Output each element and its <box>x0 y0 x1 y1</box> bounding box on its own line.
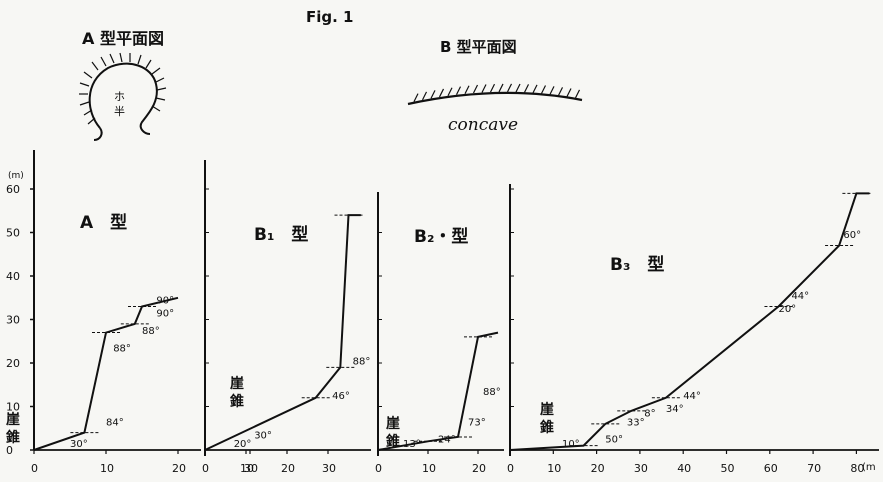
x-tick-label: 20 <box>472 462 486 475</box>
y-axis: (m) 0 10 20 30 40 50 60 <box>6 150 35 457</box>
talus-label: 錐 <box>540 419 554 436</box>
slope-angle-label: 34° <box>666 404 684 415</box>
figure-title: Fig. 1 <box>306 8 353 26</box>
talus-label: 錐 <box>386 433 400 450</box>
slope-angle-label: 33° <box>627 417 645 428</box>
panel-label: A 型 <box>80 212 127 233</box>
plan-a-inner-top: ホ <box>114 90 125 103</box>
panel-label: B₂・型 <box>414 226 468 247</box>
slope-angle-label: 88° <box>353 356 371 367</box>
slope-angle-label: 20° <box>778 304 796 315</box>
slope-angle-label: 30° <box>254 430 272 441</box>
x-tick-label: 0 <box>31 462 38 475</box>
plan-b-caption: concave <box>448 115 518 135</box>
slope-angle-label: 88° <box>483 387 501 398</box>
talus-label: 崖 <box>386 415 400 432</box>
y-tick-label: 20 <box>6 357 20 370</box>
talus-label: 錐 <box>230 393 244 410</box>
slope-angle-label: 10° <box>562 439 580 450</box>
plan-a-sketch: ホ 半 <box>79 52 167 141</box>
talus-label: 崖 <box>6 411 20 428</box>
talus-label: 崖 <box>540 401 554 418</box>
x-axis-unit: (m <box>862 462 876 473</box>
profile-panels: 0 10 20 30A 型崖錐 30°84°88°88°90°90°0 10 20 30B₁ … <box>6 160 879 475</box>
x-tick-label: 10 <box>422 462 436 475</box>
panel-label: B₁ 型 <box>254 224 308 245</box>
slope-angle-label: 90° <box>156 295 174 306</box>
plan-b-title: B 型平面図 <box>440 38 517 56</box>
slope-angle-label: 8° <box>644 409 655 420</box>
talus-label: 崖 <box>230 375 244 392</box>
x-tick-label: 20 <box>281 462 295 475</box>
x-tick-label: 30 <box>322 462 336 475</box>
x-tick-label: 30 <box>244 462 258 475</box>
x-tick-label: 10 <box>100 462 114 475</box>
y-tick-label: 10 <box>6 401 20 414</box>
slope-angle-label: 20° <box>234 439 252 450</box>
plan-b-sketch: concave <box>407 83 583 135</box>
x-tick-label: 70 <box>807 462 821 475</box>
slope-profile-line <box>377 331 499 451</box>
slope-profile-line <box>33 296 179 451</box>
slope-profile-line <box>509 192 870 451</box>
x-tick-label: 60 <box>764 462 778 475</box>
x-tick-label: 20 <box>591 462 605 475</box>
slope-angle-label: 73° <box>468 417 486 428</box>
panel-label: B₃ 型 <box>610 254 664 275</box>
slope-angle-label: 50° <box>605 435 623 446</box>
panel-b1: 0 10 20 30 B₁ 型崖錐 20°30° 46° 88° <box>202 160 371 475</box>
panel-b3: 0 10 20 30 40 50 60 70 80 B₃ 型崖錐 10° 50° 33°8° 34° 44°… <box>507 184 879 475</box>
slope-angle-label: 44° <box>683 391 701 402</box>
slope-angle-label: 88° <box>142 326 160 337</box>
slope-angle-label: 30° <box>70 439 88 450</box>
y-tick-label: 0 <box>6 444 13 457</box>
slope-angle-label: 46° <box>332 391 350 402</box>
plan-a-inner-bottom: 半 <box>114 104 125 118</box>
slope-angle-label: 13° <box>403 439 421 450</box>
slope-profile-line <box>204 214 361 451</box>
y-tick-label: 50 <box>6 227 20 240</box>
y-tick-label: 30 <box>6 314 20 327</box>
y-tick-label: 60 <box>6 183 20 196</box>
x-tick-label: 0 <box>202 462 209 475</box>
x-tick-label: 20 <box>172 462 186 475</box>
x-tick-label: 40 <box>677 462 691 475</box>
slope-angle-label: 88° <box>113 343 131 354</box>
slope-angle-label: 90° <box>156 309 174 320</box>
slope-angle-label: 24° <box>438 435 456 446</box>
talus-label: 錐 <box>6 429 20 446</box>
x-tick-label: 80 <box>850 462 864 475</box>
x-tick-label: 0 <box>507 462 514 475</box>
y-tick-label: 40 <box>6 270 20 283</box>
slope-angle-label: 84° <box>106 417 124 428</box>
x-tick-label: 50 <box>721 462 735 475</box>
slope-angle-label: 60° <box>843 230 861 241</box>
slope-angle-label: 44° <box>791 291 809 302</box>
x-tick-label: 10 <box>547 462 561 475</box>
plan-a-title: A 型平面図 <box>82 29 164 48</box>
x-tick-label: 10 <box>240 462 254 475</box>
y-axis-unit: (m) <box>8 171 24 181</box>
panel-b2: 0 10 20 B₂・型崖錐 13° 24° 73° 88° <box>375 192 504 475</box>
x-tick-label: 0 <box>375 462 382 475</box>
x-tick-label: 30 <box>634 462 648 475</box>
panel-a: 0 10 20 30A 型崖錐 30°84°88°88°90°90° <box>6 212 258 475</box>
